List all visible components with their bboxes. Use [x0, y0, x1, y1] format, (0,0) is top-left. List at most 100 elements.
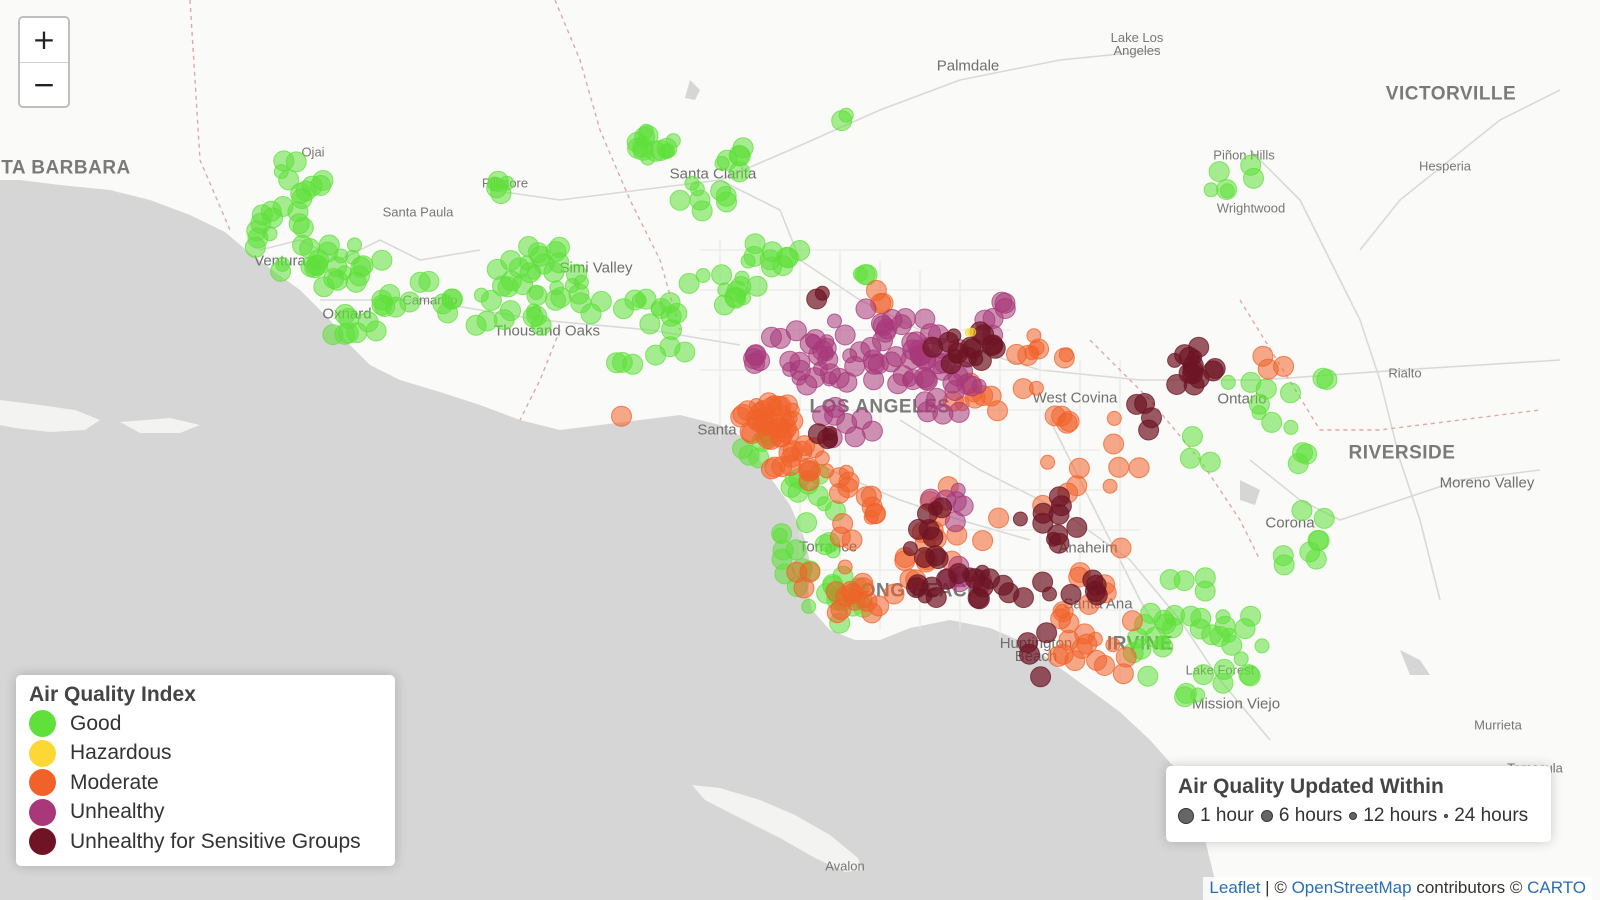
aqi-marker[interactable]: [1024, 345, 1040, 361]
aqi-marker[interactable]: [880, 351, 902, 373]
leaflet-link[interactable]: Leaflet: [1209, 878, 1261, 897]
aqi-marker[interactable]: [746, 275, 768, 297]
aqi-marker[interactable]: [1108, 456, 1130, 478]
aqi-marker[interactable]: [862, 349, 884, 371]
aqi-marker[interactable]: [902, 369, 924, 391]
aqi-marker[interactable]: [262, 207, 284, 229]
aqi-marker[interactable]: [658, 144, 674, 160]
aqi-marker[interactable]: [1155, 635, 1171, 651]
aqi-marker[interactable]: [883, 583, 905, 605]
aqi-marker[interactable]: [841, 529, 863, 551]
aqi-marker[interactable]: [490, 183, 512, 205]
aqi-marker[interactable]: [1030, 666, 1052, 688]
aqi-marker[interactable]: [288, 213, 310, 235]
aqi-marker[interactable]: [972, 530, 994, 552]
aqi-marker[interactable]: [270, 260, 292, 282]
aqi-marker[interactable]: [1234, 618, 1256, 640]
aqi-marker[interactable]: [278, 169, 300, 191]
aqi-marker[interactable]: [817, 349, 839, 370]
aqi-marker[interactable]: [964, 328, 974, 337]
aqi-marker[interactable]: [1032, 571, 1054, 593]
aqi-marker[interactable]: [308, 249, 329, 271]
aqi-marker[interactable]: [1058, 347, 1074, 363]
aqi-marker[interactable]: [1054, 603, 1070, 619]
aqi-marker[interactable]: [632, 136, 654, 158]
aqi-marker[interactable]: [806, 334, 822, 350]
aqi-marker[interactable]: [917, 588, 933, 604]
aqi-marker[interactable]: [855, 298, 877, 320]
aqi-marker[interactable]: [971, 378, 987, 394]
aqi-marker[interactable]: [832, 513, 854, 534]
aqi-marker[interactable]: [500, 270, 522, 292]
aqi-marker[interactable]: [374, 296, 396, 317]
aqi-marker[interactable]: [844, 355, 866, 377]
aqi-marker[interactable]: [1280, 382, 1301, 404]
aqi-marker[interactable]: [844, 426, 866, 448]
aqi-marker[interactable]: [1254, 638, 1270, 654]
aqi-marker[interactable]: [947, 342, 969, 364]
aqi-marker[interactable]: [794, 435, 816, 457]
aqi-marker[interactable]: [1179, 447, 1201, 469]
aqi-marker[interactable]: [982, 334, 1004, 356]
aqi-marker[interactable]: [942, 372, 964, 394]
aqi-marker[interactable]: [1056, 412, 1078, 434]
aqi-marker[interactable]: [409, 271, 431, 293]
aqi-marker[interactable]: [1028, 380, 1044, 396]
aqi-marker[interactable]: [814, 450, 830, 466]
aqi-marker[interactable]: [1103, 433, 1125, 455]
aqi-marker[interactable]: [822, 425, 838, 441]
aqi-marker[interactable]: [1243, 167, 1264, 189]
aqi-marker[interactable]: [691, 200, 713, 222]
aqi-marker[interactable]: [645, 344, 667, 366]
aqi-marker[interactable]: [799, 561, 821, 583]
aqi-marker[interactable]: [744, 345, 766, 366]
aqi-marker[interactable]: [865, 279, 887, 301]
aqi-marker[interactable]: [814, 285, 830, 301]
aqi-marker[interactable]: [1220, 374, 1236, 390]
aqi-marker[interactable]: [1110, 537, 1132, 559]
aqi-marker[interactable]: [946, 328, 962, 344]
aqi-marker[interactable]: [789, 240, 811, 261]
aqi-marker[interactable]: [1203, 182, 1219, 198]
aqi-marker[interactable]: [761, 326, 782, 348]
aqi-marker[interactable]: [1204, 358, 1226, 379]
aqi-marker[interactable]: [968, 588, 990, 610]
aqi-marker[interactable]: [622, 353, 644, 375]
aqi-marker[interactable]: [827, 313, 842, 329]
aqi-marker[interactable]: [530, 245, 551, 267]
aqi-marker[interactable]: [1060, 583, 1082, 605]
aqi-marker[interactable]: [1212, 672, 1234, 694]
aqi-marker[interactable]: [761, 241, 783, 263]
aqi-marker[interactable]: [1032, 502, 1054, 524]
aqi-marker[interactable]: [635, 288, 657, 310]
osm-link[interactable]: OpenStreetMap: [1291, 878, 1412, 897]
aqi-marker[interactable]: [764, 456, 786, 478]
aqi-marker[interactable]: [549, 236, 570, 258]
aqi-marker[interactable]: [1012, 511, 1028, 527]
aqi-marker[interactable]: [1085, 574, 1107, 596]
aqi-marker[interactable]: [1273, 355, 1295, 377]
aqi-marker[interactable]: [650, 301, 666, 317]
aqi-marker[interactable]: [925, 545, 947, 567]
aqi-marker[interactable]: [740, 253, 756, 269]
aqi-marker[interactable]: [711, 264, 733, 286]
aqi-marker[interactable]: [1066, 516, 1088, 538]
aqi-marker[interactable]: [371, 249, 393, 271]
aqi-marker[interactable]: [988, 507, 1010, 529]
aqi-marker[interactable]: [1112, 663, 1134, 685]
aqi-marker[interactable]: [1192, 664, 1214, 686]
aqi-marker[interactable]: [357, 311, 379, 333]
aqi-marker[interactable]: [522, 306, 544, 328]
aqi-marker[interactable]: [771, 548, 793, 570]
aqi-marker[interactable]: [500, 300, 521, 322]
aqi-marker[interactable]: [1190, 607, 1212, 629]
aqi-marker[interactable]: [669, 189, 691, 211]
aqi-marker[interactable]: [1199, 451, 1221, 473]
aqi-marker[interactable]: [770, 395, 792, 417]
aqi-marker[interactable]: [473, 287, 489, 303]
aqi-marker[interactable]: [796, 512, 818, 534]
zoom-in-button[interactable]: +: [20, 18, 68, 63]
aqi-marker[interactable]: [1017, 632, 1039, 654]
aqi-marker[interactable]: [695, 268, 711, 283]
